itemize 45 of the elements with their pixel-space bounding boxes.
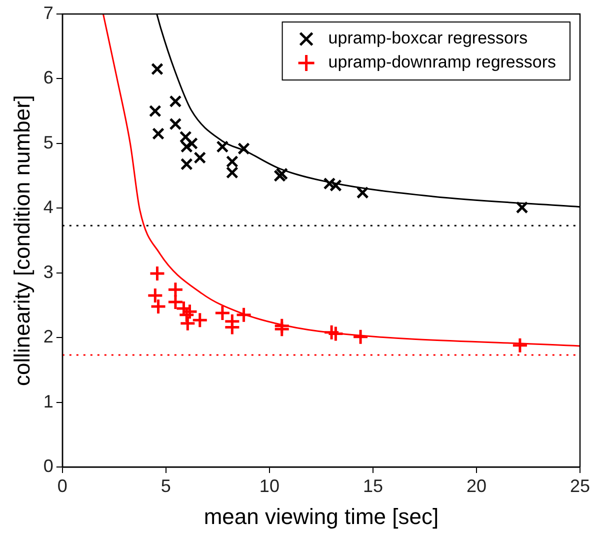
y-tick-label: 4 bbox=[43, 197, 54, 218]
y-tick-label: 0 bbox=[43, 456, 54, 476]
x-axis-title: mean viewing time [sec] bbox=[204, 504, 439, 529]
point bbox=[276, 168, 288, 180]
y-tick-label: 6 bbox=[43, 68, 54, 88]
y-tick-label: 1 bbox=[43, 391, 54, 412]
y-axis-title: collinearity [condition number] bbox=[9, 94, 34, 386]
point bbox=[274, 318, 290, 334]
point bbox=[151, 62, 164, 76]
point bbox=[512, 337, 528, 354]
point bbox=[186, 137, 198, 150]
point bbox=[150, 298, 167, 315]
point bbox=[194, 151, 206, 164]
point bbox=[274, 170, 286, 182]
point bbox=[330, 179, 342, 192]
x-tick-label: 25 bbox=[570, 476, 590, 496]
point bbox=[167, 281, 184, 298]
point bbox=[146, 287, 164, 304]
point bbox=[352, 328, 369, 346]
point bbox=[148, 265, 166, 282]
x-tick-label: 10 bbox=[259, 476, 280, 496]
point bbox=[169, 95, 182, 108]
legend-label: upramp-downramp regressors bbox=[328, 52, 556, 72]
y-tick-label: 7 bbox=[43, 2, 54, 23]
point bbox=[169, 118, 182, 130]
y-tick-label: 2 bbox=[43, 326, 54, 347]
point bbox=[152, 128, 164, 140]
y-tick-label: 3 bbox=[43, 262, 54, 282]
x-tick-label: 20 bbox=[466, 476, 486, 496]
x-tick-label: 15 bbox=[362, 476, 383, 496]
point bbox=[516, 201, 528, 214]
x-tick-label: 5 bbox=[160, 476, 171, 496]
y-tick-label: 5 bbox=[43, 132, 54, 152]
point bbox=[180, 158, 193, 170]
point bbox=[327, 325, 344, 342]
point bbox=[323, 324, 340, 341]
legend-label: upramp-boxcar regressors bbox=[328, 28, 528, 48]
point bbox=[179, 315, 196, 332]
point bbox=[323, 177, 336, 190]
point bbox=[148, 104, 162, 118]
point bbox=[238, 142, 250, 155]
point bbox=[216, 140, 229, 153]
point bbox=[236, 306, 252, 324]
point bbox=[356, 186, 369, 199]
x-tick-label: 0 bbox=[57, 476, 68, 496]
